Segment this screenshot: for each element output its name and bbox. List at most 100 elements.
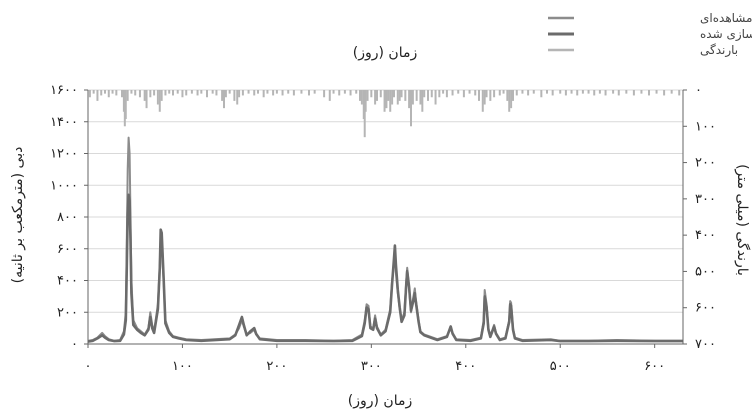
observed-discharge-line (87, 136, 683, 342)
rainfall-bar (593, 90, 596, 96)
rainfall-bar (156, 90, 159, 105)
rainfall-bar (313, 90, 316, 94)
rainfall-bar (451, 90, 454, 96)
rainfall-bar (158, 90, 161, 112)
rainfall-bar (287, 90, 290, 94)
rainfall-bar (385, 90, 388, 109)
rainfall-bar (489, 90, 492, 101)
rainfall-bar (262, 90, 265, 98)
x-tick-label: ۶۰۰ (644, 359, 665, 374)
x-tick-label: ۵۰۰ (550, 359, 571, 374)
rainfall-bar (663, 90, 666, 96)
rainfall-bar (121, 90, 123, 98)
y-left-tick-label: ۰ (71, 337, 78, 352)
rainfall-bar (107, 90, 110, 98)
rainfall-bar (457, 90, 460, 94)
rainfall-bar (181, 90, 184, 98)
rainfall-bar (408, 90, 411, 109)
rainfall-bar (126, 90, 129, 101)
rainfall-bar (272, 90, 275, 96)
rainfall-bar (510, 90, 513, 109)
rainfall-bar (598, 90, 601, 94)
rainfall-bar (138, 90, 141, 98)
discharge-series (87, 136, 683, 343)
y-right-tick-label: ۲۰۰ (695, 156, 716, 171)
y-left-tick-label: ۶۰۰ (57, 242, 78, 257)
rainfall-bar (587, 90, 590, 94)
rainfall-bar (506, 90, 509, 101)
y-left-tick-label: ۱۰۰۰ (50, 178, 78, 193)
rainfall-bar (176, 90, 179, 94)
rainfall-bar (88, 90, 91, 98)
rainfall-bar (576, 90, 579, 96)
right-axis-ticks: ۰ ۱۰۰ ۲۰۰ ۳۰۰ ۴۰۰ ۵۰۰ ۶۰۰ ۷۰۰ (683, 83, 716, 352)
rainfall-bar (370, 90, 373, 98)
x-tick-label: ۴۰۰ (455, 359, 476, 374)
rainfall-bar (434, 90, 437, 105)
rainfall-bar (247, 90, 250, 94)
left-axis-ticks: ۰ ۲۰۰ ۴۰۰ ۶۰۰ ۸۰۰ ۱۰۰۰ ۱۲۰۰ ۱۴۰۰ ۱۶۰۰ (50, 83, 88, 352)
rainfall-bar (655, 90, 658, 94)
x-tick-label: ۳۰۰ (361, 359, 382, 374)
rainfall-bar (200, 90, 203, 94)
rainfall-bar (355, 90, 358, 94)
y-right-axis-title: بارندگی (میلی متر) (734, 164, 751, 276)
rainfall-bar (508, 90, 511, 112)
y-left-tick-label: ۴۰۰ (57, 274, 78, 289)
rainfall-bar (398, 90, 401, 101)
rainfall-bar (257, 90, 259, 94)
rainfall-bar (224, 90, 227, 98)
rainfall-bar (445, 90, 448, 98)
rainfall-bar (625, 90, 628, 94)
rainfall-bar (172, 90, 174, 96)
rainfall-bar (185, 90, 188, 96)
rainfall-bar (275, 90, 278, 94)
rainfall-bar (241, 90, 244, 96)
rainfall-bar (564, 90, 567, 96)
rainfall-bar (411, 90, 414, 105)
rainfall-bar (153, 90, 156, 96)
y-right-tick-label: ۴۰۰ (695, 228, 716, 243)
rainfall-bar (442, 90, 445, 94)
y-right-tick-label: ۳۰۰ (695, 192, 716, 207)
rainfall-bar (391, 90, 394, 105)
rainfall-bar (281, 90, 284, 96)
rainfall-bar (343, 90, 346, 94)
rainfall-bar (478, 90, 480, 101)
rainfall-bar (96, 90, 99, 101)
rainfall-bar (238, 90, 241, 98)
rainfall-bar (196, 90, 199, 96)
x-tick-label: ۱۰۰ (172, 359, 193, 374)
y-left-tick-label: ۱۲۰۰ (50, 147, 78, 162)
y-right-tick-label: ۷۰۰ (695, 337, 716, 352)
rainfall-bar (670, 90, 673, 94)
rainfall-bar (332, 90, 335, 94)
rainfall-bar (149, 90, 152, 98)
legend-rainfall-label: بارندگی (700, 43, 738, 58)
rainfall-bar (233, 90, 236, 101)
rainfall-bar (92, 90, 95, 94)
rainfall-bar (502, 90, 505, 94)
rainfall-bar (512, 90, 514, 101)
rainfall-bar (366, 90, 369, 101)
rainfall-bar (389, 90, 392, 112)
rainfall-bar (404, 90, 407, 101)
rainfall-bar (100, 90, 103, 96)
rainfall-bar (266, 90, 269, 94)
rainfall-bar (376, 90, 378, 101)
rainfall-bar (570, 90, 573, 94)
rainfall-bar (379, 90, 382, 98)
rainfall-bar (328, 90, 331, 101)
y-left-axis-title: دبی (مترمکعب بر ثانیه) (10, 147, 26, 284)
chart-title: زمان (روز) (353, 45, 417, 61)
rainfall-series (88, 90, 681, 138)
rainfall-bar (221, 90, 224, 101)
rainfall-bar (134, 90, 137, 96)
simulated-discharge-line (87, 193, 683, 343)
x-axis-ticks: ۰ ۱۰۰ ۲۰۰ ۳۰۰ ۴۰۰ ۵۰۰ ۶۰۰ (85, 344, 665, 374)
rainfall-bar (612, 90, 615, 94)
rainfall-bar (481, 90, 484, 112)
rainfall-bar (468, 90, 471, 94)
rainfall-bar (400, 90, 403, 98)
rainfall-bar (115, 90, 118, 96)
